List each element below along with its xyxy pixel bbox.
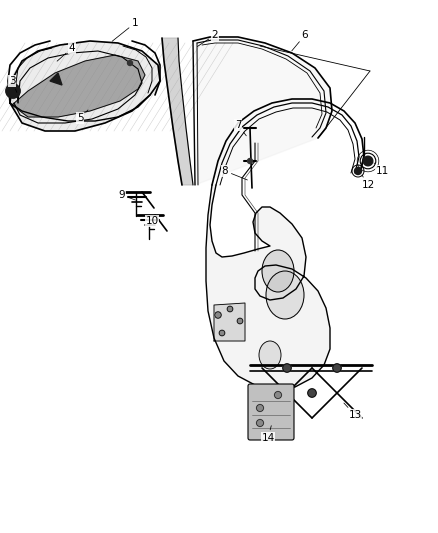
Text: 14: 14 [261,426,275,443]
Text: 2: 2 [198,30,218,46]
Circle shape [283,364,291,372]
Text: 4: 4 [57,43,75,61]
Polygon shape [162,38,193,185]
Polygon shape [10,41,160,131]
Circle shape [219,330,225,336]
Polygon shape [206,185,330,389]
Circle shape [257,419,264,426]
Polygon shape [214,303,245,341]
Text: 7: 7 [235,120,246,136]
Text: 6: 6 [292,30,308,51]
Circle shape [215,312,221,318]
Text: 3: 3 [9,76,17,92]
Polygon shape [50,73,62,85]
Ellipse shape [259,341,281,369]
Text: 11: 11 [374,163,389,176]
Text: 12: 12 [361,175,374,190]
Circle shape [227,306,233,312]
Circle shape [275,392,282,399]
Circle shape [308,389,316,397]
Circle shape [247,158,252,164]
Circle shape [354,167,361,174]
Text: 9: 9 [119,190,135,200]
Polygon shape [12,55,145,117]
Circle shape [333,364,341,372]
Circle shape [363,156,373,166]
Text: 10: 10 [145,216,159,226]
FancyBboxPatch shape [248,384,294,440]
Ellipse shape [266,271,304,319]
Text: 13: 13 [344,403,362,420]
Text: 5: 5 [77,110,88,123]
Text: 1: 1 [112,18,138,41]
Circle shape [257,405,264,411]
Text: 8: 8 [222,166,247,180]
Circle shape [127,61,133,66]
Circle shape [6,84,20,98]
Circle shape [237,318,243,324]
Ellipse shape [262,250,294,292]
Polygon shape [193,38,332,185]
